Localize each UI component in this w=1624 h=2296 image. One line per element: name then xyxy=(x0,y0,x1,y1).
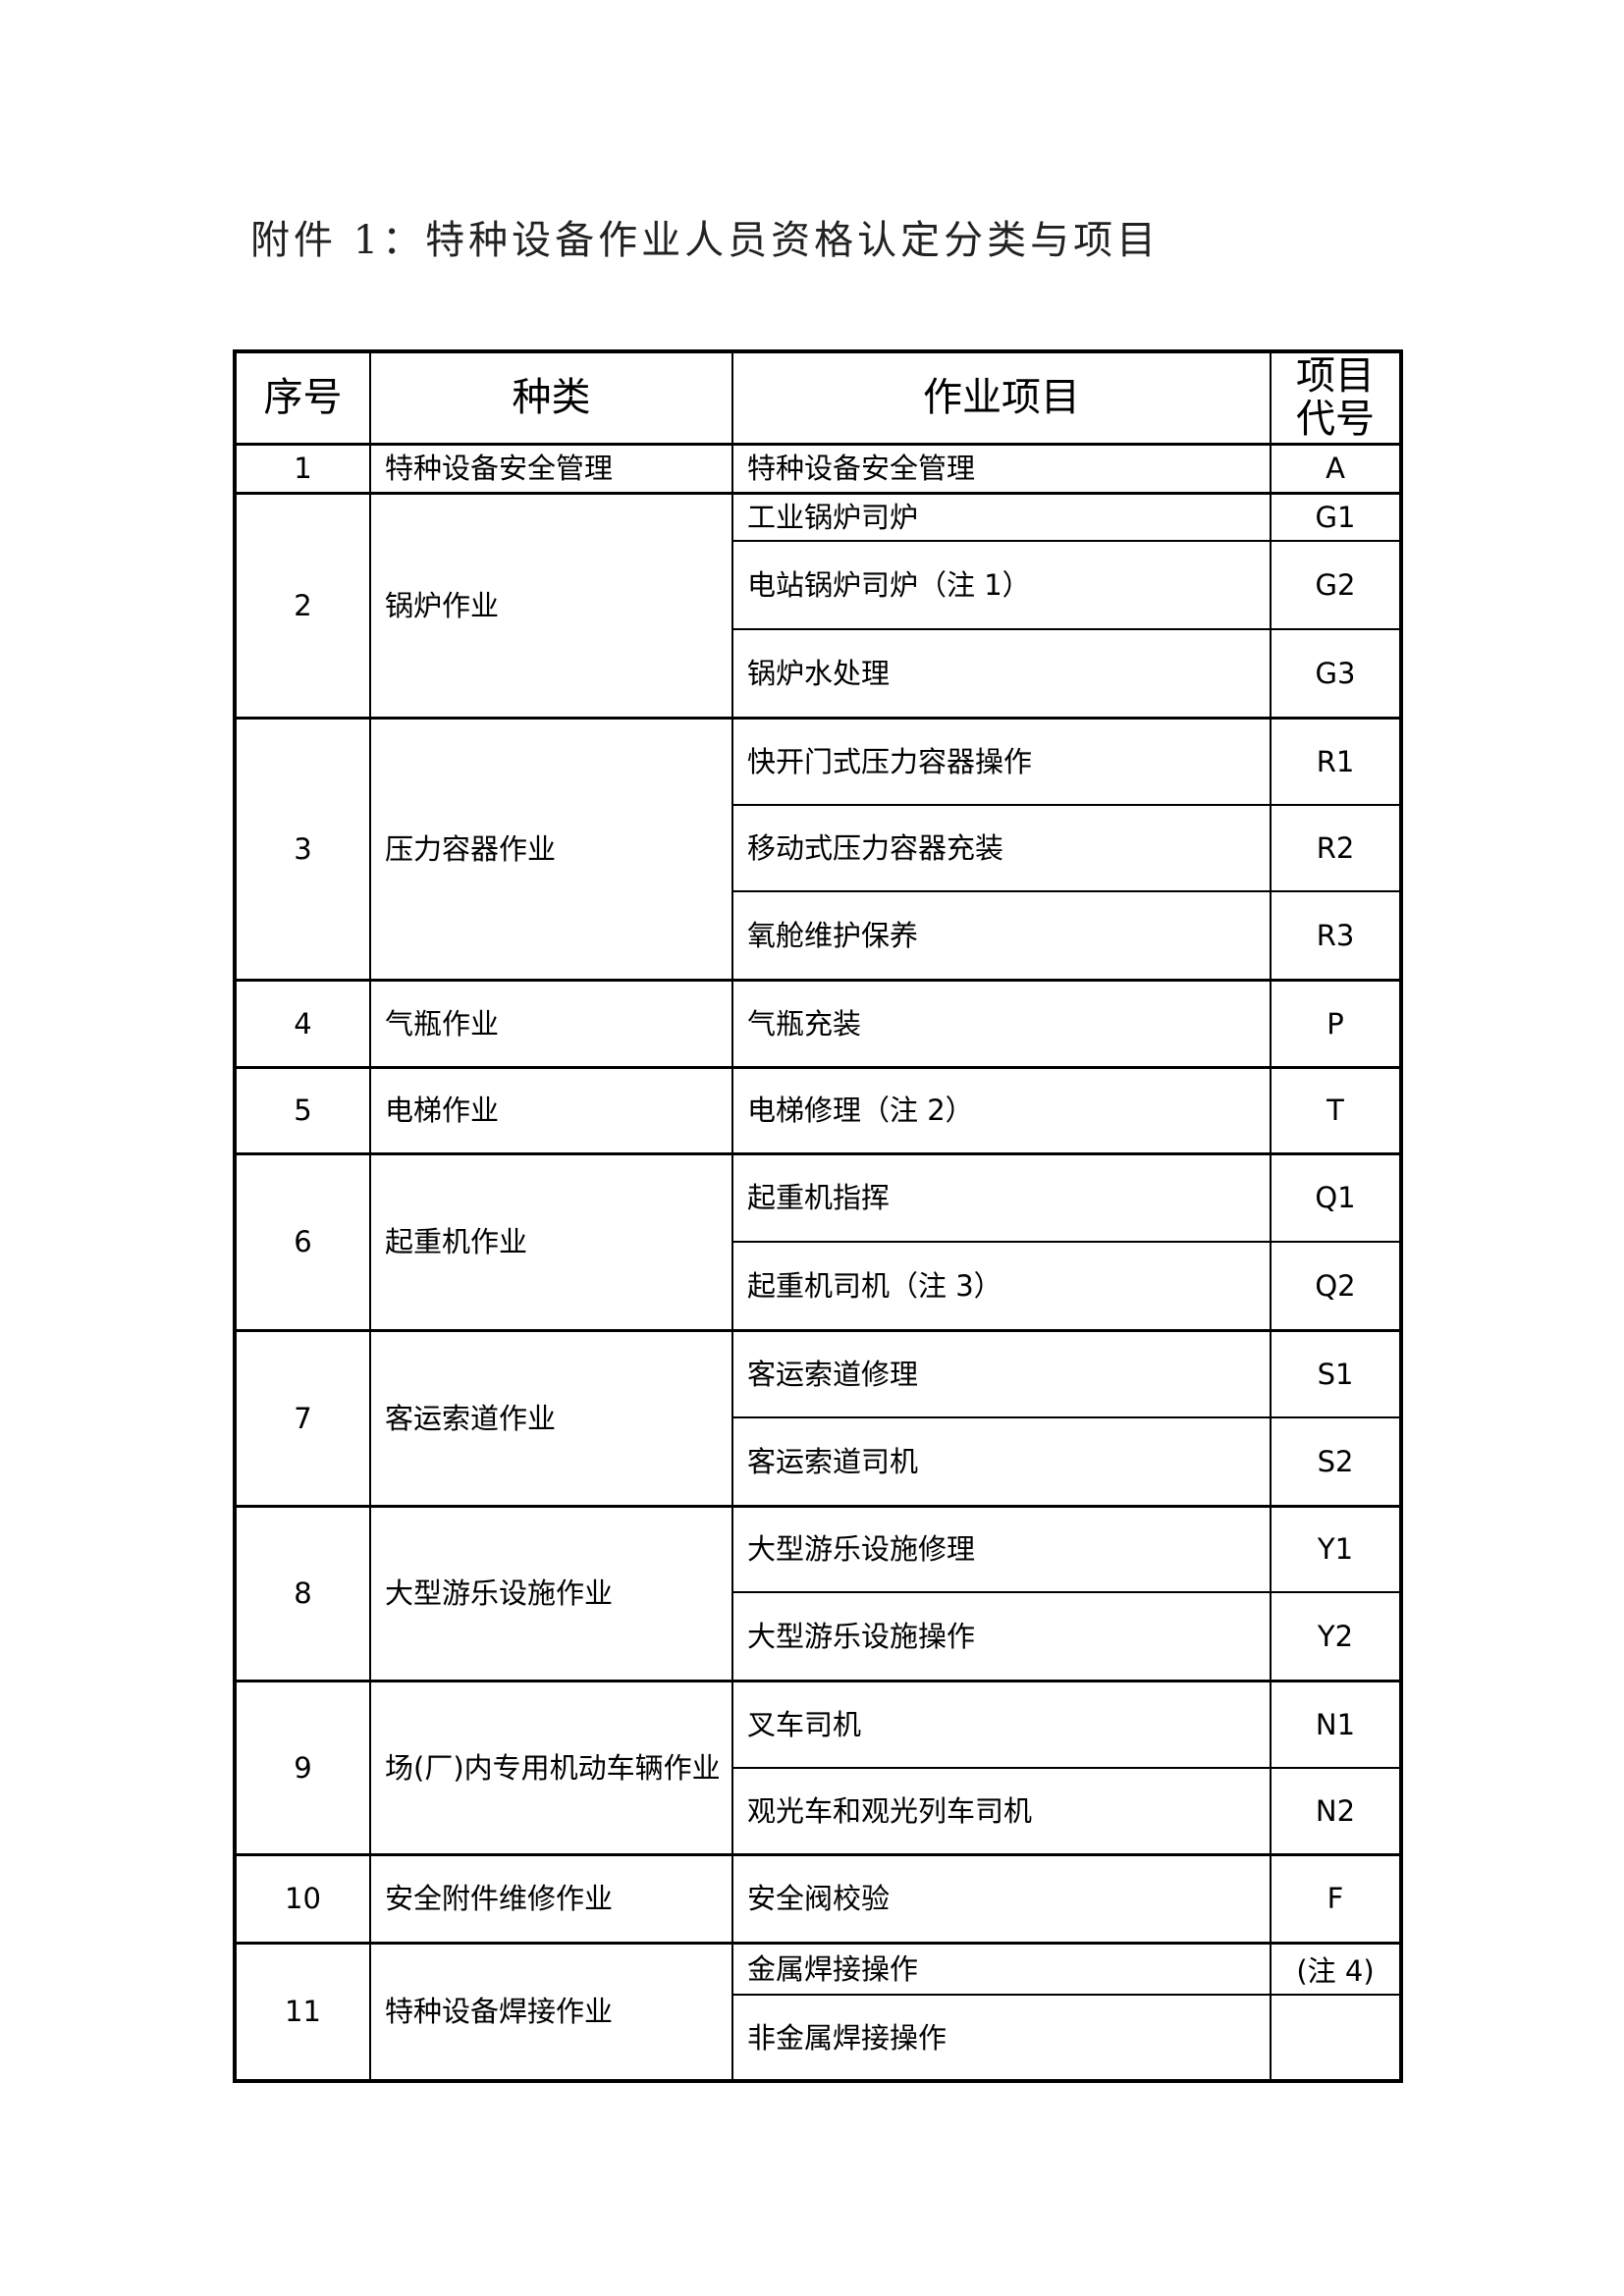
header-no: 序号 xyxy=(234,350,371,446)
cell-category: 压力容器作业 xyxy=(369,716,733,981)
table-header-row: 序号 种类 作业项目 项目 代号 xyxy=(234,350,1402,446)
cell-item: 安全阀校验 xyxy=(731,1852,1272,1944)
table-row: 11 特种设备焊接作业 金属焊接操作 (注 4) xyxy=(234,1941,1402,2082)
cell-item: 快开门式压力容器操作 xyxy=(731,716,1272,806)
cell-no: 10 xyxy=(234,1852,371,1944)
cell-code: T xyxy=(1270,1065,1402,1154)
cell-code: S1 xyxy=(1270,1328,1402,1418)
cell-no: 6 xyxy=(234,1151,371,1331)
cell-item: 大型游乐设施修理 xyxy=(731,1504,1272,1593)
cell-code: R3 xyxy=(1270,890,1402,981)
table-row: 非金属焊接操作 xyxy=(235,1994,1402,2082)
document-title: 附件 1：特种设备作业人员资格认定分类与项目 xyxy=(250,218,1161,263)
cell-item: 锅炉水处理 xyxy=(731,628,1272,719)
table-row: 4 气瓶作业 气瓶充装 P xyxy=(234,978,1402,1068)
cell-no: 8 xyxy=(234,1504,371,1682)
cell-no: 2 xyxy=(234,491,371,719)
cell-category: 锅炉作业 xyxy=(369,491,733,719)
cell-item: 起重机指挥 xyxy=(731,1151,1272,1243)
cell-item: 金属焊接操作 xyxy=(731,1941,1272,1996)
table-row: 5 电梯作业 电梯修理（注 2） T xyxy=(234,1065,1402,1154)
cell-no: 4 xyxy=(234,978,371,1068)
cell-item: 电梯修理（注 2） xyxy=(731,1065,1272,1154)
table-row: 起重机司机（注 3） Q2 xyxy=(235,1241,1402,1331)
cell-item: 观光车和观光列车司机 xyxy=(731,1767,1272,1855)
cell-item: 移动式压力容器充装 xyxy=(731,804,1272,892)
header-code-line2: 代号 xyxy=(1296,397,1375,443)
table-row: 氧舱维护保养 R3 xyxy=(235,890,1402,981)
cell-category: 特种设备安全管理 xyxy=(369,442,733,494)
table-row: 3 压力容器作业 快开门式压力容器操作 R1 xyxy=(234,716,1402,981)
cell-code: R2 xyxy=(1270,804,1402,892)
cell-no: 9 xyxy=(234,1679,371,1855)
cell-item: 大型游乐设施操作 xyxy=(731,1591,1272,1682)
table-row: 客运索道司机 S2 xyxy=(235,1416,1402,1507)
cell-category: 起重机作业 xyxy=(369,1151,733,1331)
cell-item: 客运索道司机 xyxy=(731,1416,1272,1507)
header-code: 项目 代号 xyxy=(1270,350,1402,446)
cell-code: Q2 xyxy=(1270,1241,1402,1331)
cell-code xyxy=(1270,1994,1402,2082)
header-code-line1: 项目 xyxy=(1296,353,1375,400)
cell-category: 大型游乐设施作业 xyxy=(369,1504,733,1682)
cell-no: 7 xyxy=(234,1328,371,1507)
table-row: 移动式压力容器充装 R2 xyxy=(235,804,1402,892)
table-row: 电站锅炉司炉（注 1） G2 xyxy=(235,540,1402,630)
table-row: 2 锅炉作业 工业锅炉司炉 G1 xyxy=(234,491,1402,719)
cell-code: Q1 xyxy=(1270,1151,1402,1243)
cell-code: G2 xyxy=(1270,540,1402,630)
cell-category: 安全附件维修作业 xyxy=(369,1852,733,1944)
table-row: 锅炉水处理 G3 xyxy=(235,628,1402,719)
cell-category: 电梯作业 xyxy=(369,1065,733,1154)
cell-code: G3 xyxy=(1270,628,1402,719)
cell-code: R1 xyxy=(1270,716,1402,806)
table-row: 6 起重机作业 起重机指挥 Q1 xyxy=(234,1151,1402,1331)
cell-category: 特种设备焊接作业 xyxy=(369,1941,733,2082)
qualification-table: 序号 种类 作业项目 项目 代号 1 特种设备安全管理 特种设备安全管理 A 2 锅炉作业工… xyxy=(233,349,1403,2083)
cell-item: 叉车司机 xyxy=(731,1679,1272,1769)
cell-category: 场(厂)内专用机动车辆作业 xyxy=(369,1679,733,1855)
table-row: 观光车和观光列车司机 N2 xyxy=(235,1767,1402,1855)
header-category: 种类 xyxy=(369,350,733,446)
cell-item: 特种设备安全管理 xyxy=(731,442,1272,494)
table-row: 8 大型游乐设施作业 大型游乐设施修理 Y1 xyxy=(234,1504,1402,1682)
cell-item: 非金属焊接操作 xyxy=(731,1994,1272,2082)
cell-item: 起重机司机（注 3） xyxy=(731,1241,1272,1331)
cell-item: 气瓶充装 xyxy=(731,978,1272,1068)
cell-code: Y1 xyxy=(1270,1504,1402,1593)
cell-code: N1 xyxy=(1270,1679,1402,1769)
table-row: 9 场(厂)内专用机动车辆作业 叉车司机 N1 xyxy=(234,1679,1402,1855)
cell-code: P xyxy=(1270,978,1402,1068)
table-row: 10 安全附件维修作业 安全阀校验 F xyxy=(234,1852,1402,1944)
cell-code: (注 4) xyxy=(1270,1941,1402,1996)
cell-code: G1 xyxy=(1270,491,1402,542)
cell-code: Y2 xyxy=(1270,1591,1402,1682)
cell-item: 氧舱维护保养 xyxy=(731,890,1272,981)
table-row: 7 客运索道作业 客运索道修理 S1 xyxy=(234,1328,1402,1507)
cell-code: N2 xyxy=(1270,1767,1402,1855)
cell-no: 3 xyxy=(234,716,371,981)
cell-code: F xyxy=(1270,1852,1402,1944)
table-row: 大型游乐设施操作 Y2 xyxy=(235,1591,1402,1682)
cell-category: 气瓶作业 xyxy=(369,978,733,1068)
cell-item: 电站锅炉司炉（注 1） xyxy=(731,540,1272,630)
cell-item: 客运索道修理 xyxy=(731,1328,1272,1418)
cell-no: 1 xyxy=(234,442,371,494)
cell-code: S2 xyxy=(1270,1416,1402,1507)
cell-code: A xyxy=(1270,442,1402,494)
header-item: 作业项目 xyxy=(731,350,1272,446)
cell-no: 5 xyxy=(234,1065,371,1154)
cell-item: 工业锅炉司炉 xyxy=(731,491,1272,542)
cell-no: 11 xyxy=(234,1941,371,2082)
table-row: 1 特种设备安全管理 特种设备安全管理 A xyxy=(234,442,1402,494)
cell-category: 客运索道作业 xyxy=(369,1328,733,1507)
